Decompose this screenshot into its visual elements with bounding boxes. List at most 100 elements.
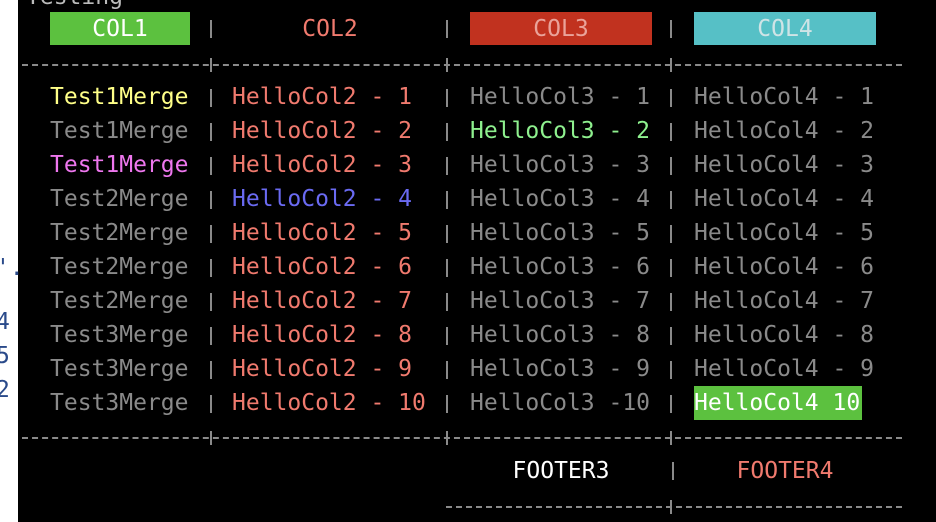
separator [210,225,212,243]
separator [446,361,448,379]
rule-joint [210,431,212,445]
cell: HelloCol4 - 1 [694,84,875,110]
cell: HelloCol4 10 [694,390,861,416]
cell: Test1Merge [50,118,189,144]
cell: HelloCol2 - 4 [232,186,413,212]
cell: HelloCol3 - 4 [470,186,651,212]
fragment: '. [0,255,24,281]
rule-joint [670,431,672,445]
cell: HelloCol2 - 9 [232,356,413,382]
fragment: 4 [0,309,10,335]
cell: HelloCol4 - 6 [694,254,875,280]
separator [210,327,212,345]
separator [210,20,212,38]
cell: HelloCol3 - 6 [470,254,651,280]
separator [446,395,448,413]
cell: HelloCol3 - 2 [470,118,651,144]
header-label: COL2 [302,16,358,42]
separator [446,327,448,345]
cell: Test3Merge [50,356,189,382]
separator [670,361,672,379]
cell: HelloCol2 - 7 [232,288,413,314]
rule [22,437,902,439]
footer-label: FOOTER3 [512,458,610,484]
cell: HelloCol4 - 9 [694,356,875,382]
separator [446,293,448,311]
rule-joint [210,58,212,72]
separator [670,293,672,311]
cell: HelloCol3 - 7 [470,288,651,314]
fragment: 5 [0,343,10,369]
separator [670,259,672,277]
separator [210,123,212,141]
separator [446,225,448,243]
separator [446,259,448,277]
cell: Test3Merge [50,390,189,416]
cell: HelloCol3 - 5 [470,220,651,246]
cell: Test2Merge [50,186,189,212]
separator [670,123,672,141]
cell: HelloCol2 - 2 [232,118,413,144]
cell: Test2Merge [50,288,189,314]
separator [670,191,672,209]
separator [210,259,212,277]
cell: HelloCol4 - 4 [694,186,875,212]
rule-joint [670,500,672,514]
separator [670,20,672,38]
cell: HelloCol4 - 2 [694,118,875,144]
cell: HelloCol2 - 3 [232,152,413,178]
separator [670,395,672,413]
window-edge [0,0,18,522]
separator [446,123,448,141]
cell: HelloCol3 - 1 [470,84,651,110]
header-box [50,12,190,45]
separator [210,395,212,413]
rule [22,64,902,66]
cell-highlight [694,386,862,420]
separator [446,20,448,38]
cell: HelloCol3 - 8 [470,322,651,348]
separator [210,157,212,175]
separator [210,293,212,311]
rule [446,506,902,508]
header-label: COL1 [92,16,148,42]
separator [670,225,672,243]
cell: HelloCol4 - 5 [694,220,875,246]
cell: HelloCol4 - 7 [694,288,875,314]
separator [446,157,448,175]
separator [670,89,672,107]
cell: HelloCol4 - 3 [694,152,875,178]
header-label: COL4 [757,16,813,42]
cell: HelloCol2 - 1 [232,84,413,110]
cell: HelloCol4 - 8 [694,322,875,348]
cell: Test3Merge [50,322,189,348]
rule-joint [670,58,672,72]
cell: HelloCol3 - 9 [470,356,651,382]
cell: HelloCol3 - 3 [470,152,651,178]
cell: Test1Merge [50,152,189,178]
separator [210,191,212,209]
title: Testing [26,0,123,12]
separator [670,157,672,175]
cell: HelloCol2 - 5 [232,220,413,246]
separator [446,191,448,209]
header-label: COL3 [533,16,589,42]
cell: HelloCol2 - 10 [232,390,426,416]
separator [672,462,674,480]
separator [210,89,212,107]
cell: Test2Merge [50,254,189,280]
header-box [470,12,652,45]
cell: HelloCol2 - 8 [232,322,413,348]
cell: HelloCol2 - 6 [232,254,413,280]
footer-label: FOOTER4 [736,458,834,484]
separator [670,327,672,345]
rule-joint [446,431,448,445]
separator [446,89,448,107]
separator [210,361,212,379]
cell: Test2Merge [50,220,189,246]
cell: Test1Merge [50,84,189,110]
cell: HelloCol3 -10 [470,390,651,416]
fragment: 2 [0,377,10,403]
rule-joint [446,58,448,72]
